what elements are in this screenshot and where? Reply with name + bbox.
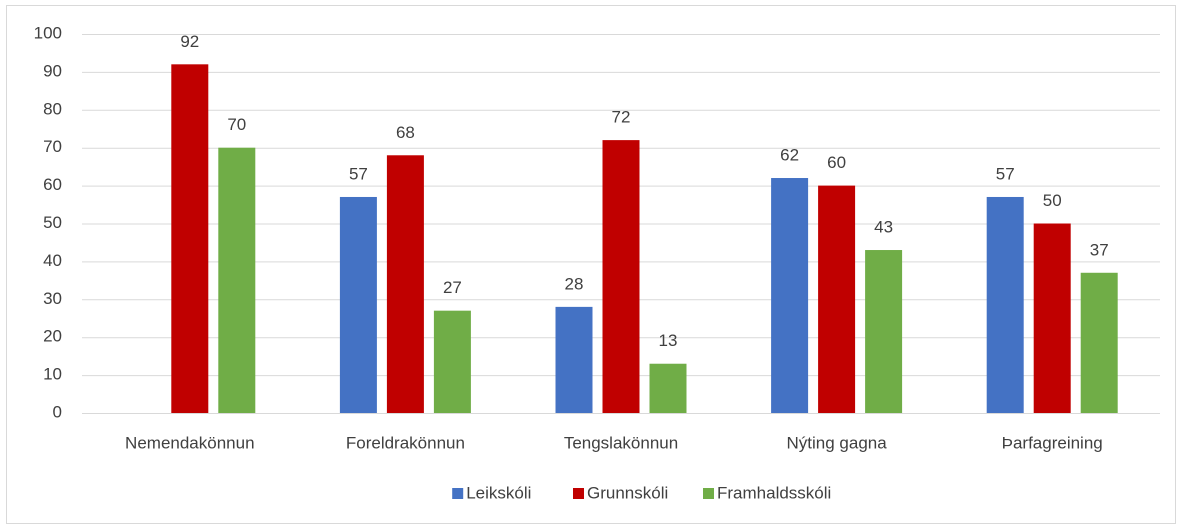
legend-label: Leikskóli: [466, 483, 531, 502]
data-label: 68: [396, 123, 415, 142]
data-label: 27: [443, 278, 462, 297]
data-label: 62: [780, 146, 799, 165]
y-tick-label: 70: [43, 137, 62, 156]
y-tick-label: 100: [34, 23, 62, 42]
y-tick-label: 90: [43, 61, 62, 80]
bar: [386, 155, 424, 413]
bar: [1080, 272, 1118, 413]
y-tick-label: 10: [43, 365, 62, 384]
bar: [555, 306, 593, 413]
y-tick-label: 60: [43, 175, 62, 194]
bar: [986, 196, 1024, 413]
x-tick-label: Foreldrakönnun: [346, 433, 465, 452]
x-tick-label: Þarfagreining: [1002, 433, 1103, 452]
bar: [1033, 223, 1071, 413]
bar: [339, 196, 377, 413]
y-tick-label: 80: [43, 99, 62, 118]
x-tick-label: Tengslakönnun: [564, 433, 678, 452]
legend-label: Framhaldsskóli: [717, 483, 831, 502]
bar: [818, 185, 856, 413]
data-label: 60: [827, 153, 846, 172]
y-tick-label: 50: [43, 213, 62, 232]
data-label: 57: [349, 164, 368, 183]
legend-swatch: [452, 488, 464, 499]
data-label: 37: [1090, 240, 1109, 259]
y-tick-label: 0: [53, 402, 62, 421]
bar: [602, 140, 640, 413]
x-tick-label: Nemendakönnun: [125, 433, 254, 452]
data-label: 70: [227, 115, 246, 134]
x-tick-label: Nýting gagna: [787, 433, 888, 452]
data-label: 28: [565, 274, 584, 293]
data-label: 72: [612, 108, 631, 127]
legend-swatch: [573, 488, 584, 499]
bar: [433, 310, 471, 413]
bar: [865, 250, 903, 413]
data-label: 50: [1043, 191, 1062, 210]
bar: [771, 178, 809, 413]
legend-swatch: [703, 488, 714, 499]
data-label: 57: [996, 164, 1015, 183]
bar: [171, 64, 209, 413]
y-tick-label: 40: [43, 251, 62, 270]
data-label: 13: [659, 331, 678, 350]
y-tick-label: 20: [43, 327, 62, 346]
bar: [649, 363, 687, 413]
legend-label: Grunnskóli: [587, 483, 668, 502]
y-tick-label: 30: [43, 289, 62, 308]
data-label: 43: [874, 218, 893, 237]
data-label: 92: [180, 32, 199, 51]
bar: [218, 147, 256, 413]
